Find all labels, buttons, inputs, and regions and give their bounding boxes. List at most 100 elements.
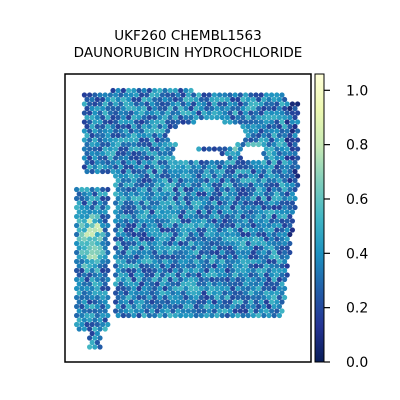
spot [250,276,256,283]
spot [133,263,139,269]
spot [180,101,186,107]
spot [149,308,155,314]
spot [276,258,282,265]
spot [261,204,267,211]
spot [100,303,106,310]
spot [126,249,132,256]
spot [193,177,199,184]
spot [126,168,132,175]
spot [84,195,90,202]
spot [178,96,184,103]
spot [100,285,106,292]
spot [120,87,126,94]
spot [102,281,108,287]
spot [89,276,95,283]
spot [235,96,241,103]
spot [105,168,111,175]
spot [118,164,124,170]
spot [237,173,243,179]
spot [276,177,282,184]
spot [211,290,217,296]
spot [263,263,269,269]
spot [157,258,163,265]
spot [240,168,246,175]
spot [248,182,254,188]
spot [235,195,241,202]
spot [113,245,119,251]
spot [87,146,93,152]
spot [79,195,85,202]
spot [105,204,111,211]
spot [149,290,155,296]
spot [113,308,119,314]
spot [198,159,204,166]
spot [206,173,212,179]
spot [279,281,285,287]
spot [172,222,178,229]
spot [198,222,204,229]
spot [185,173,191,179]
spot [183,186,189,193]
spot [227,173,233,179]
spot [191,101,197,107]
spot [289,128,295,134]
spot [128,155,134,161]
spot [84,186,90,193]
spot [219,303,225,310]
spot [92,317,98,323]
spot [206,308,212,314]
spot [159,299,165,305]
spot [146,123,152,130]
spot [224,168,230,175]
spot [105,285,111,292]
spot [84,258,90,265]
spot [97,155,103,161]
spot [120,195,126,202]
spot [292,132,298,139]
spot [113,263,119,269]
spot [230,150,236,157]
spot [274,254,280,260]
spot [261,168,267,175]
spot [133,218,139,224]
spot [159,245,165,251]
spot [222,191,228,197]
spot [113,164,119,170]
spot [193,312,199,319]
spot [89,132,95,139]
spot [128,128,134,134]
spot [87,200,93,206]
spot [217,173,223,179]
spot [198,195,204,202]
spot [269,290,275,296]
spot [271,240,277,247]
spot [162,105,168,112]
spot [279,110,285,116]
spot [180,290,186,296]
spot [126,159,132,166]
spot [230,96,236,103]
spot [87,218,93,224]
spot [250,258,256,265]
spot [120,105,126,112]
spot [224,276,230,283]
spot [204,222,210,229]
spot [113,110,119,116]
spot [204,240,210,247]
spot [193,195,199,202]
spot [209,267,215,274]
spot [289,191,295,197]
spot [250,285,256,292]
spot [110,87,116,94]
spot [240,141,246,148]
spot [94,294,100,301]
spot [185,209,191,215]
spot [113,209,119,215]
spot [118,281,124,287]
spot [128,119,134,125]
spot [243,308,249,314]
spot [263,191,269,197]
spot [198,105,204,112]
spot [183,267,189,274]
spot [94,330,100,337]
